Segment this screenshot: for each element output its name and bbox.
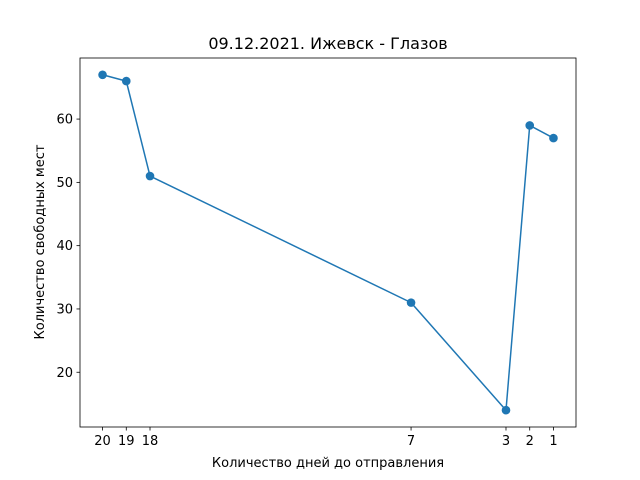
y-axis-label: Количество свободных мест	[33, 144, 48, 339]
x-axis-label: Количество дней до отправления	[212, 456, 444, 471]
y-tick-label: 50	[56, 176, 73, 191]
x-tick-label: 2	[526, 434, 534, 449]
data-point	[549, 134, 558, 143]
data-point	[146, 172, 155, 181]
data-point	[407, 298, 416, 307]
data-point	[98, 70, 107, 79]
data-point	[525, 121, 534, 130]
x-tick-label: 19	[118, 434, 135, 449]
x-tick-label: 20	[94, 434, 111, 449]
chart-title: 09.12.2021. Ижевск - Глазов	[208, 34, 447, 53]
x-tick-label: 7	[407, 434, 415, 449]
x-tick-label: 3	[502, 434, 510, 449]
y-tick-label: 40	[56, 239, 73, 254]
y-tick-label: 30	[56, 302, 73, 317]
y-tick-label: 20	[56, 366, 73, 381]
data-point	[122, 77, 131, 86]
x-tick-label: 18	[142, 434, 159, 449]
data-point	[502, 406, 511, 415]
y-tick-label: 60	[56, 113, 73, 128]
x-tick-label: 1	[549, 434, 557, 449]
